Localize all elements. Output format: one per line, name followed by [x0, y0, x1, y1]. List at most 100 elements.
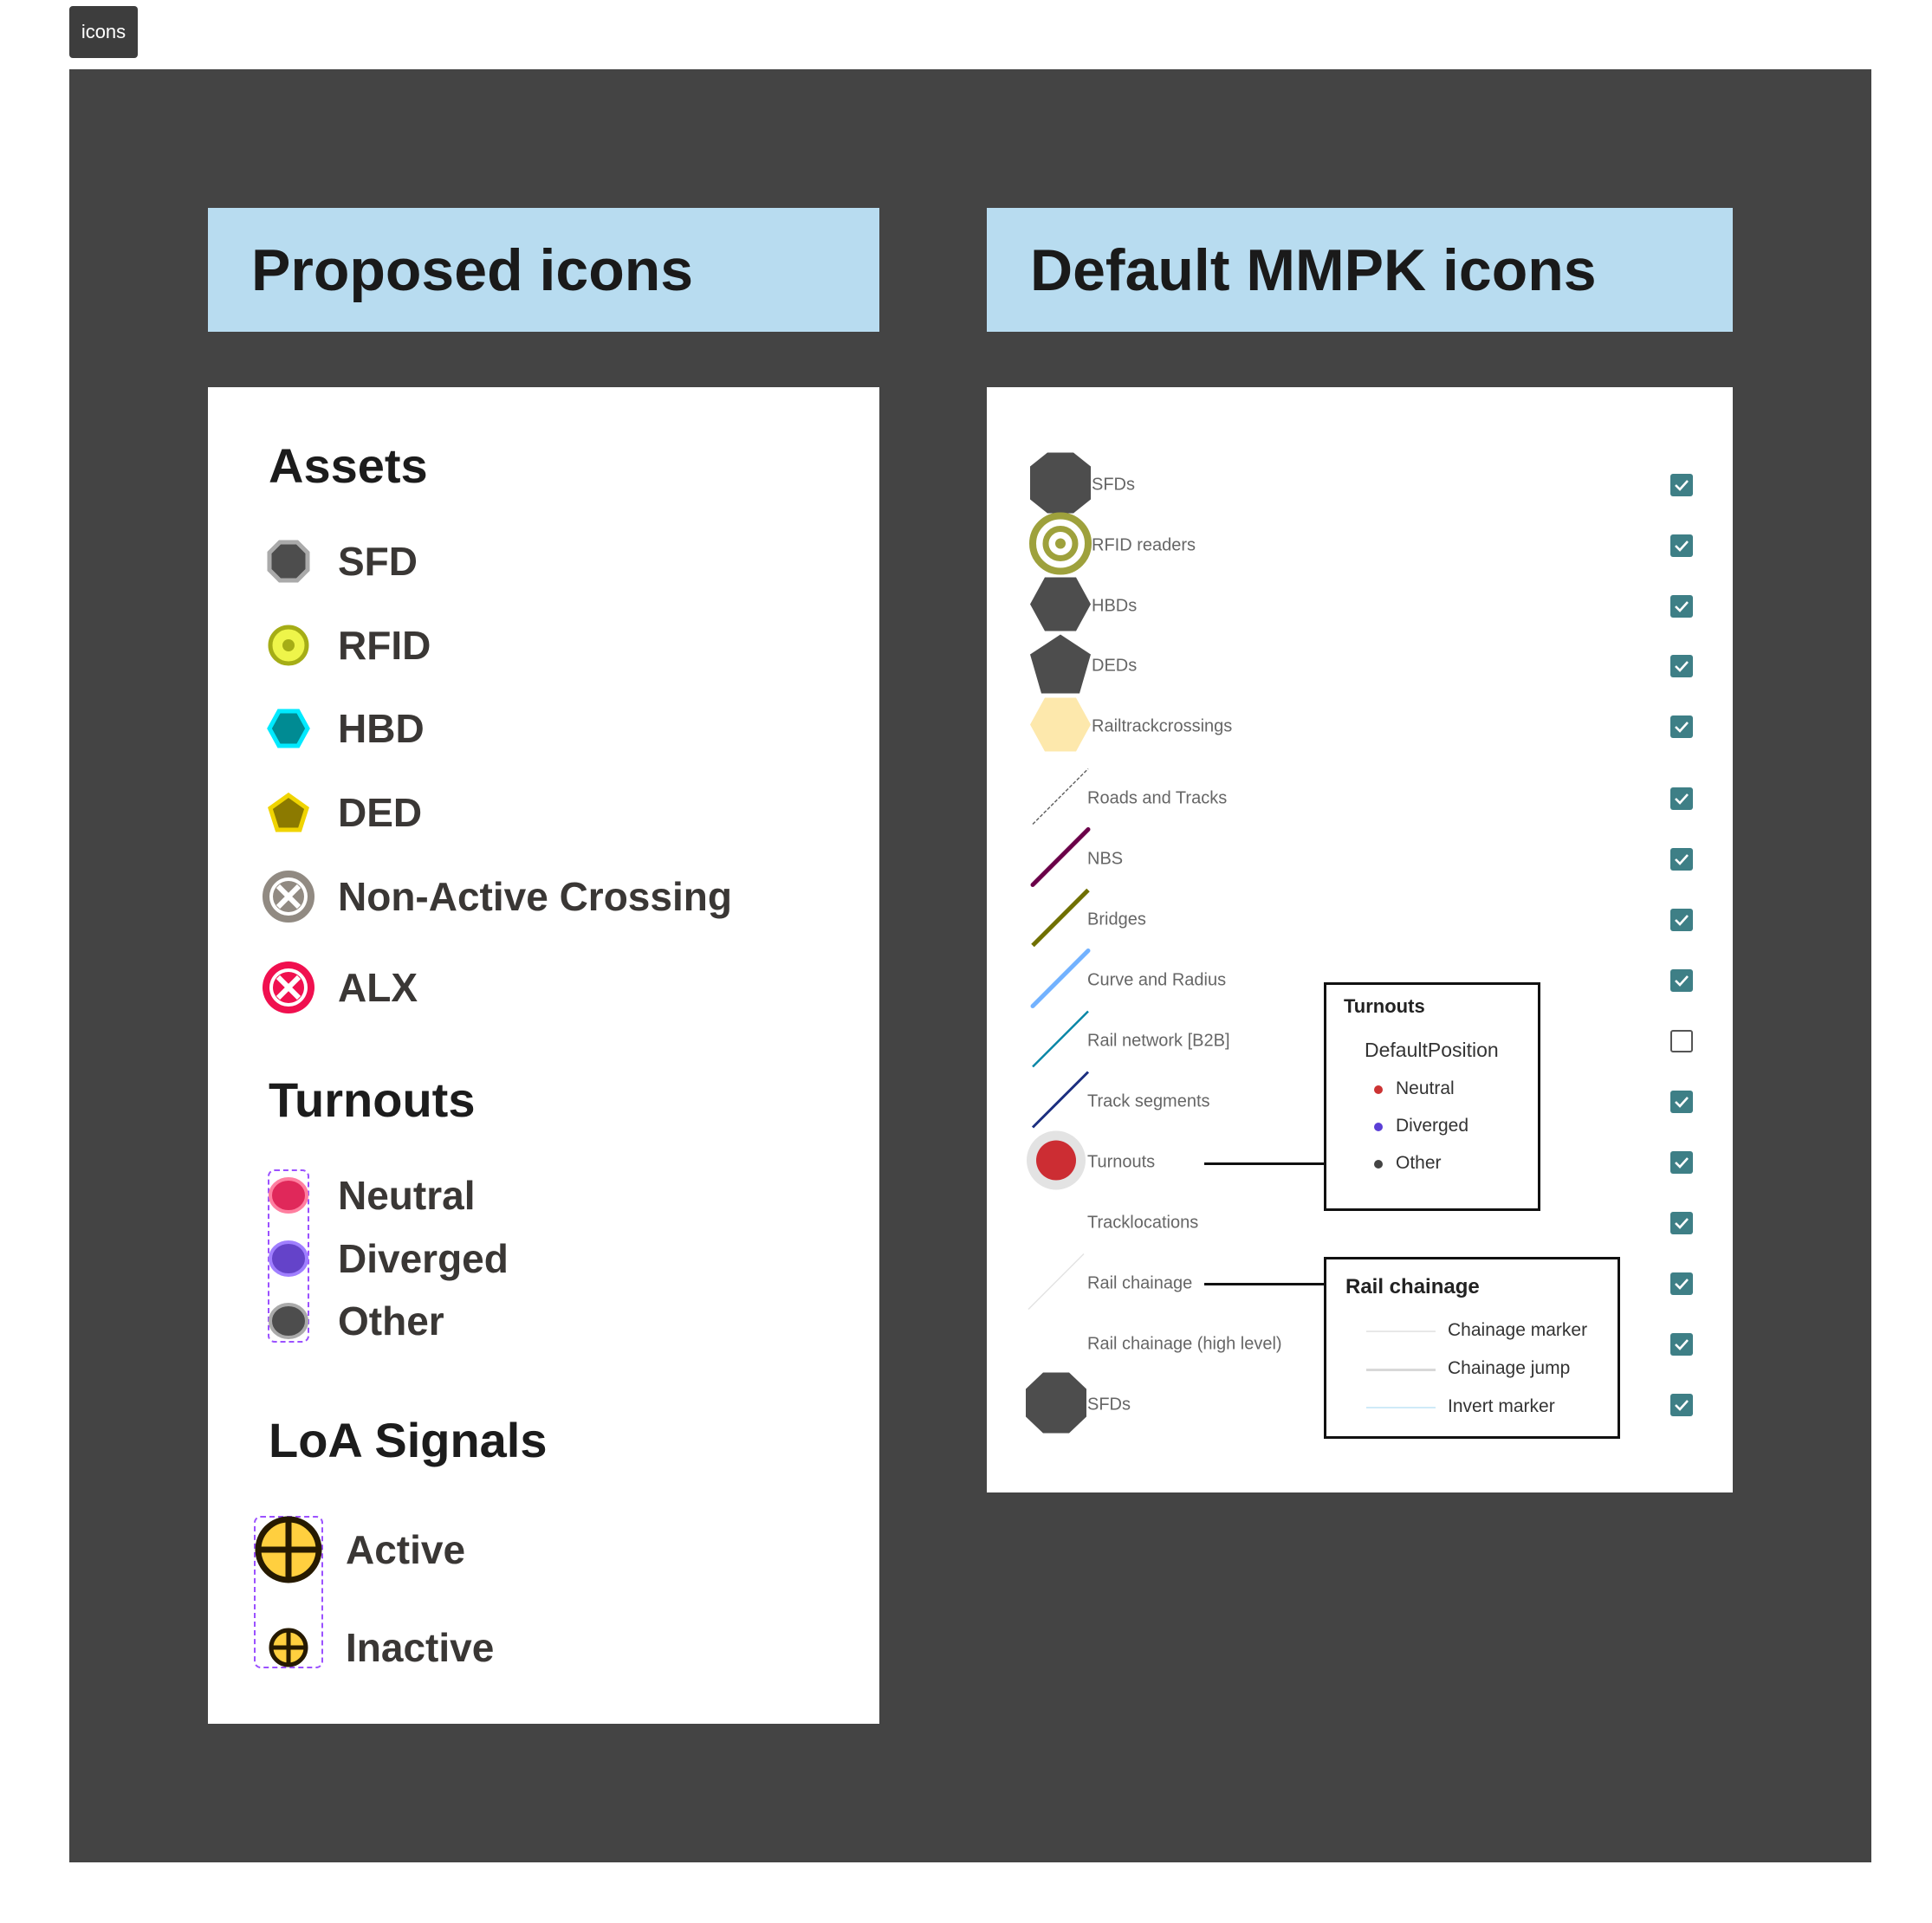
layer-visibility-checkbox[interactable] — [1670, 715, 1693, 738]
sfd-icon — [267, 540, 310, 583]
layer-label: RFID readers — [1092, 535, 1196, 555]
layer-label: Curve and Radius — [1087, 970, 1227, 990]
asset-label: Non-Active Crossing — [338, 874, 732, 919]
layer-label: Bridges — [1087, 910, 1146, 929]
section-loa-signals: LoA Signals — [269, 1413, 548, 1467]
diverged-turnout-icon — [269, 1240, 308, 1277]
layer-label: SFDs — [1087, 1395, 1131, 1415]
line-icon — [1025, 1251, 1087, 1318]
alx-icon — [263, 962, 314, 1013]
loa-label: Inactive — [346, 1625, 495, 1670]
chainage-marker-line-icon — [1366, 1331, 1436, 1332]
diverged-dot-icon — [1374, 1123, 1383, 1131]
active-signal-icon — [255, 1516, 322, 1583]
check-icon — [1675, 1400, 1689, 1411]
line-icon — [1029, 948, 1092, 1014]
layer-visibility-checkbox[interactable] — [1670, 1212, 1693, 1234]
asset-label: HBD — [338, 706, 425, 751]
line-icon — [1029, 887, 1092, 954]
hexagon-icon — [1029, 697, 1092, 757]
layer-visibility-checkbox[interactable] — [1670, 655, 1693, 677]
layer-visibility-checkbox[interactable] — [1670, 534, 1693, 557]
layer-label: Rail chainage (high level) — [1087, 1334, 1282, 1354]
other-turnout-icon — [269, 1303, 308, 1339]
layer-label: Rail network [B2B] — [1087, 1031, 1230, 1051]
frame-tag[interactable]: icons — [69, 6, 138, 58]
inactive-signal-icon — [269, 1628, 308, 1667]
layer-label: Turnouts — [1087, 1152, 1156, 1172]
turnout-label: Diverged — [338, 1236, 509, 1281]
check-icon — [1675, 1339, 1689, 1350]
layer-visibility-checkbox[interactable] — [1670, 787, 1693, 810]
layer-label: NBS — [1087, 849, 1124, 869]
check-icon — [1675, 854, 1689, 865]
non-active-crossing-icon — [263, 871, 314, 923]
check-icon — [1675, 1279, 1689, 1290]
layer-label: SFDs — [1092, 475, 1135, 495]
invert-marker-line-icon — [1366, 1407, 1436, 1408]
check-icon — [1675, 1097, 1689, 1108]
neutral-dot-icon — [1374, 1085, 1383, 1094]
layer-visibility-checkbox[interactable] — [1670, 848, 1693, 871]
layer-label: Tracklocations — [1087, 1213, 1199, 1233]
layer-visibility-checkbox[interactable] — [1670, 1091, 1693, 1113]
legend-item: Neutral — [1396, 1078, 1455, 1098]
turnout-label: Other — [338, 1298, 444, 1344]
asset-label: SFD — [338, 539, 418, 584]
legend-item: Chainage jump — [1448, 1358, 1571, 1378]
octagon-icon — [1029, 452, 1092, 519]
layer-visibility-checkbox[interactable] — [1670, 1151, 1693, 1174]
check-icon — [1675, 722, 1689, 733]
asset-label: ALX — [338, 965, 418, 1010]
asset-label: RFID — [338, 623, 431, 668]
legend-item: Other — [1396, 1153, 1442, 1173]
layer-visibility-checkbox[interactable] — [1670, 909, 1693, 931]
legend-item: Chainage marker — [1448, 1320, 1588, 1340]
turnouts-selection-frame — [268, 1169, 309, 1343]
layer-visibility-checkbox[interactable] — [1670, 1030, 1693, 1052]
proposed-icons-title: Proposed icons — [208, 208, 879, 332]
layer-label: Railtrackcrossings — [1092, 716, 1233, 736]
connector-line — [1204, 1162, 1324, 1165]
legend-title: Rail chainage — [1345, 1275, 1480, 1298]
pentagon-icon — [1029, 634, 1092, 699]
dashed-line-icon — [1029, 766, 1092, 832]
default-icons-title: Default MMPK icons — [987, 208, 1733, 332]
layer-visibility-checkbox[interactable] — [1670, 969, 1693, 992]
turnouts-legend-box: Turnouts DefaultPosition Neutral Diverge… — [1324, 982, 1540, 1211]
check-icon — [1675, 1157, 1689, 1169]
layer-label: HBDs — [1092, 596, 1138, 616]
proposed-icons-panel — [208, 387, 879, 1724]
turnout-label: Neutral — [338, 1173, 476, 1218]
check-icon — [1675, 975, 1689, 987]
layer-visibility-checkbox[interactable] — [1670, 1272, 1693, 1295]
line-icon — [1029, 1069, 1092, 1136]
line-icon — [1029, 826, 1092, 893]
legend-item: Invert marker — [1448, 1396, 1555, 1416]
neutral-turnout-icon — [269, 1177, 308, 1214]
hexagon-icon — [1029, 577, 1092, 637]
layer-visibility-checkbox[interactable] — [1670, 595, 1693, 618]
rfid-icon — [268, 625, 309, 666]
layer-label: DEDs — [1092, 656, 1138, 676]
layer-visibility-checkbox[interactable] — [1670, 1333, 1693, 1356]
other-dot-icon — [1374, 1160, 1383, 1169]
rail-chainage-legend-box: Rail chainage Chainage marker Chainage j… — [1324, 1257, 1620, 1439]
check-icon — [1675, 793, 1689, 805]
check-icon — [1675, 541, 1689, 552]
connector-line — [1204, 1283, 1324, 1285]
layer-visibility-checkbox[interactable] — [1670, 1394, 1693, 1416]
octagon-icon — [1025, 1372, 1087, 1439]
section-assets: Assets — [269, 438, 428, 493]
legend-subtitle: DefaultPosition — [1365, 1039, 1499, 1061]
check-icon — [1675, 1218, 1689, 1229]
check-icon — [1675, 915, 1689, 926]
section-turnouts: Turnouts — [269, 1072, 476, 1127]
check-icon — [1675, 480, 1689, 491]
asset-label: DED — [338, 790, 423, 835]
hbd-icon — [267, 709, 310, 748]
layer-label: Track segments — [1087, 1091, 1210, 1111]
layer-visibility-checkbox[interactable] — [1670, 474, 1693, 496]
ded-icon — [268, 793, 309, 832]
chainage-jump-line-icon — [1366, 1369, 1436, 1371]
